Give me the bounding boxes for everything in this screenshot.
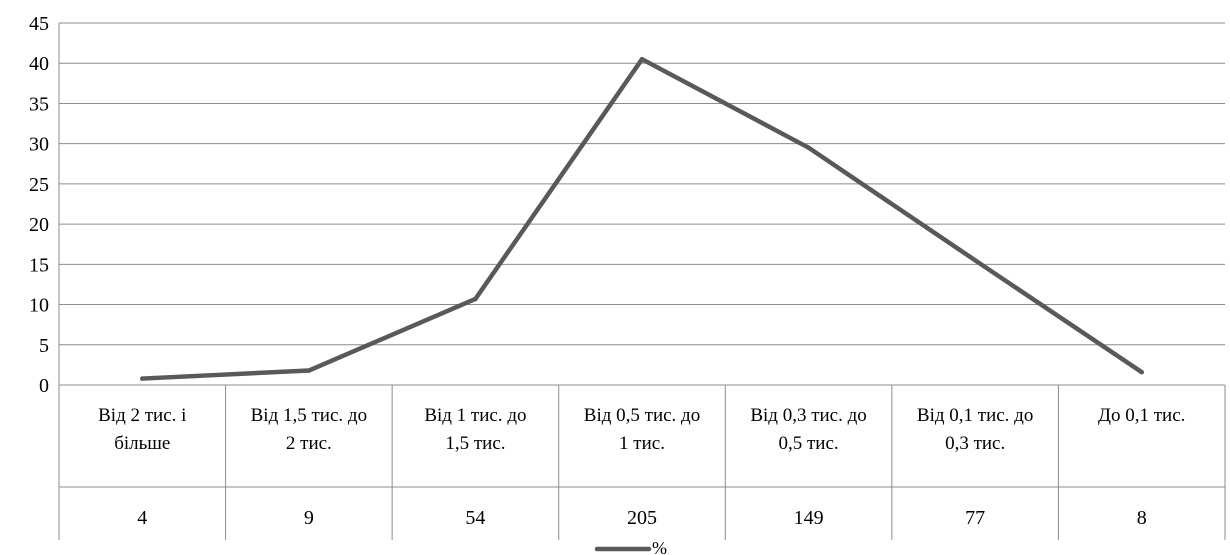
x-category-label-line: Від 1,5 тис. до: [251, 405, 367, 426]
data-point: [639, 57, 645, 62]
y-tick-label: 0: [39, 375, 49, 397]
data-point: [306, 368, 312, 373]
x-category-label-line: До 0,1 тис.: [1098, 405, 1185, 426]
y-tick-label: 20: [29, 214, 49, 236]
x-category-label-line: 2 тис.: [286, 433, 332, 454]
category-count: 205: [627, 507, 657, 529]
y-tick-label: 25: [29, 174, 49, 196]
data-point: [140, 376, 145, 381]
x-category-label-line: 0,3 тис.: [945, 433, 1005, 454]
x-axis-table: Від 2 тис. і більше 4 Від 1,5 тис. до 2 тис.…: [58, 384, 1226, 540]
category-count: 4: [137, 507, 147, 529]
data-point: [806, 145, 811, 150]
x-category-label: Від 1,5 тис. до 2 тис.: [251, 405, 367, 454]
data-point: [1139, 369, 1144, 375]
x-category-label-line: 1 тис.: [619, 433, 665, 454]
x-category-label: Від 1 тис. до 1,5 тис.: [424, 405, 526, 454]
data-point: [972, 258, 978, 263]
series-layer: [140, 56, 1144, 381]
x-category-label: Від 0,3 тис. до 0,5 тис.: [750, 405, 866, 454]
x-category-label-line: більше: [114, 433, 170, 454]
y-tick-label: 35: [29, 93, 49, 115]
y-tick-label: 40: [29, 53, 49, 75]
y-axis: 0 5 10 15 20 25 30 35 40 45: [29, 13, 60, 397]
x-category-label-line: 1,5 тис.: [445, 433, 505, 454]
x-category-label-line: Від 1 тис. до: [424, 405, 526, 426]
x-category-label: До 0,1 тис.: [1098, 405, 1185, 426]
category-count: 9: [304, 507, 314, 529]
y-tick-label: 15: [29, 254, 49, 276]
category-count: 8: [1137, 507, 1147, 529]
legend-label: %: [652, 538, 667, 555]
gridlines: [59, 22, 1225, 386]
x-category-label-line: Від 0,1 тис. до: [917, 405, 1033, 426]
category-count: 149: [794, 507, 824, 529]
x-category-label-line: Від 0,5 тис. до: [584, 405, 700, 426]
x-category-label: Від 2 тис. і більше: [98, 405, 186, 454]
x-category-label: Від 0,5 тис. до 1 тис.: [584, 405, 700, 454]
y-tick-label: 45: [29, 13, 49, 35]
y-tick-label: 10: [29, 295, 49, 317]
y-tick-label: 30: [29, 134, 49, 156]
x-category-label-line: Від 0,3 тис. до: [750, 405, 866, 426]
series-line: [140, 56, 1144, 381]
x-category-label-line: 0,5 тис.: [778, 433, 838, 454]
legend: %: [594, 538, 667, 555]
data-point: [473, 296, 478, 302]
x-category-label-line: Від 2 тис. і: [98, 405, 186, 426]
category-count: 54: [465, 507, 485, 529]
category-count: 77: [965, 507, 985, 529]
x-category-label: Від 0,1 тис. до 0,3 тис.: [917, 405, 1033, 454]
y-tick-label: 5: [39, 335, 49, 357]
